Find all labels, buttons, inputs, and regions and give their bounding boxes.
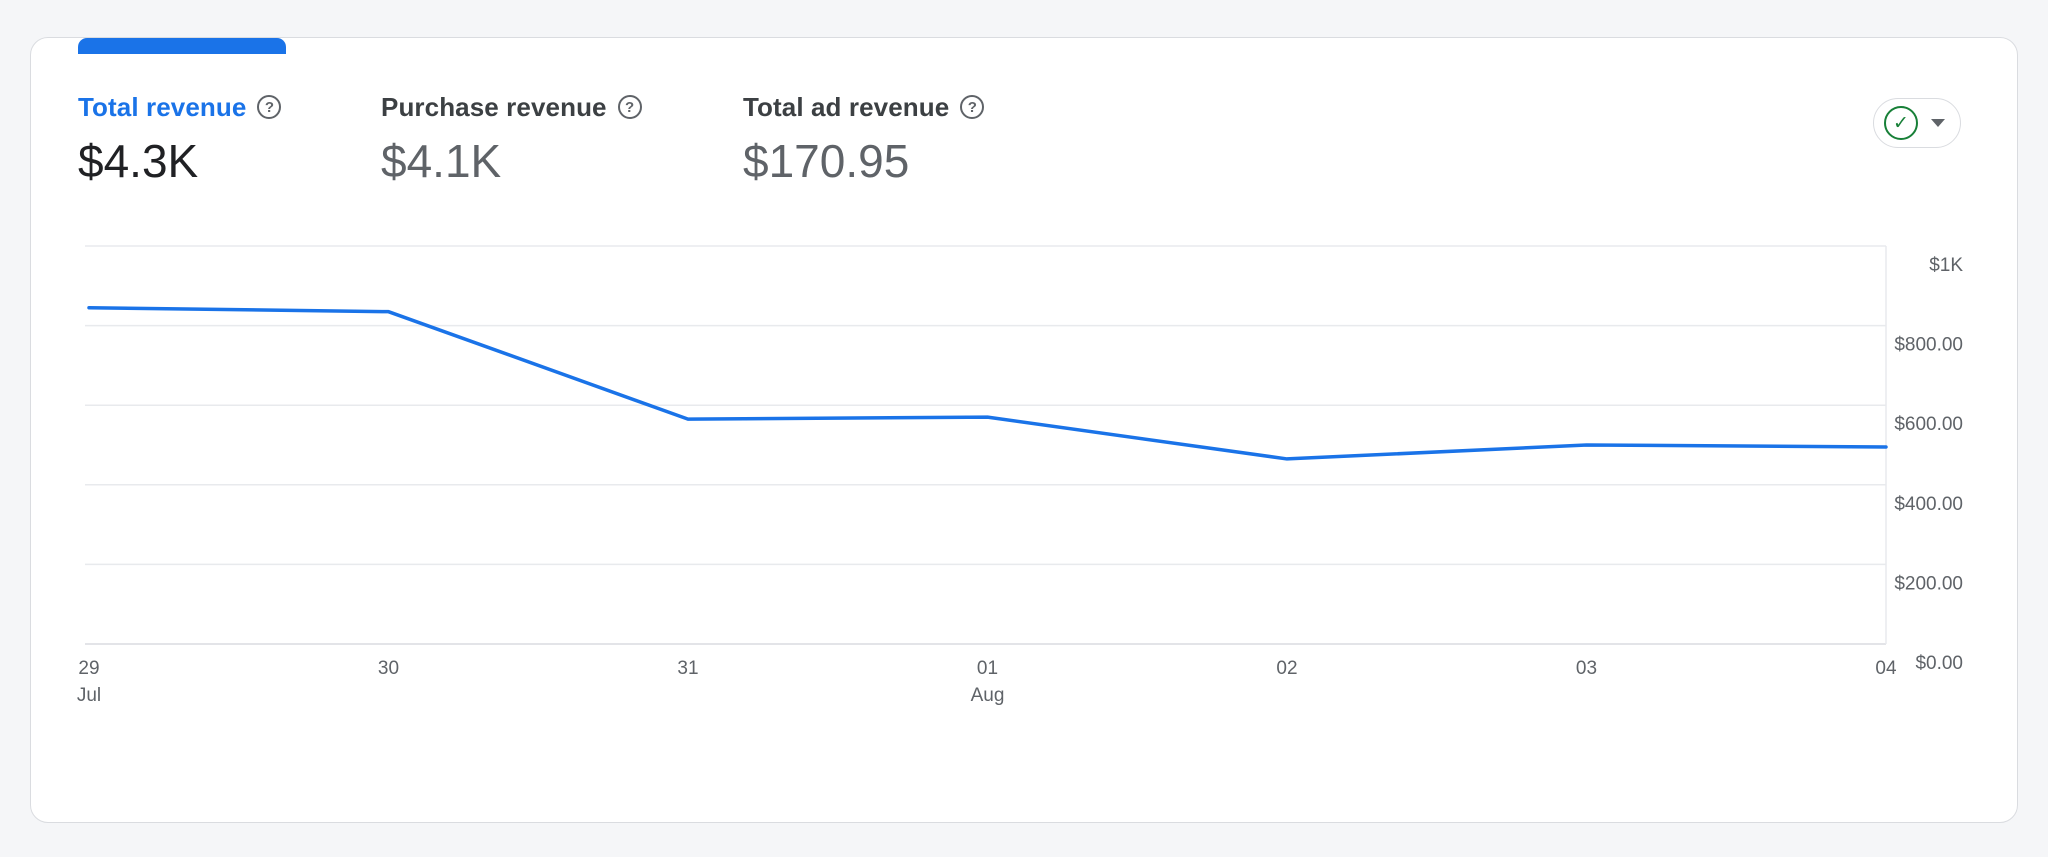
help-icon[interactable]: ?	[618, 95, 642, 119]
x-tick-label: 04	[1875, 658, 1897, 679]
metric-value: $170.95	[743, 136, 984, 186]
y-tick-label: $1K	[1929, 255, 1963, 276]
x-tick-label: 03	[1576, 658, 1597, 679]
data-quality-dropdown[interactable]: ✓	[1873, 98, 1961, 148]
x-tick-sublabel: Jul	[77, 685, 101, 706]
metric-tab-purchase-revenue[interactable]: Purchase revenue ? $4.1K	[381, 92, 642, 186]
help-icon[interactable]: ?	[960, 95, 984, 119]
revenue-chart-card: Total revenue ? $4.3K Purchase revenue ?…	[30, 37, 2018, 823]
x-tick-label: 02	[1276, 658, 1297, 679]
metric-label: Total ad revenue	[743, 92, 949, 122]
chevron-down-icon	[1931, 119, 1945, 127]
y-tick-label: $0.00	[1915, 653, 1963, 674]
check-circle-icon: ✓	[1884, 106, 1918, 140]
x-tick-label: 29	[78, 658, 99, 679]
revenue-line-series	[89, 308, 1886, 459]
y-tick-label: $800.00	[1894, 335, 1963, 356]
metric-tab-total-ad-revenue[interactable]: Total ad revenue ? $170.95	[743, 92, 984, 186]
y-tick-label: $400.00	[1894, 494, 1963, 515]
metric-value: $4.1K	[381, 136, 642, 186]
metric-label: Purchase revenue	[381, 92, 607, 122]
page: Total revenue ? $4.3K Purchase revenue ?…	[0, 0, 2048, 857]
x-tick-label: 01	[977, 658, 998, 679]
y-tick-label: $200.00	[1894, 573, 1963, 594]
metric-tab-total-revenue[interactable]: Total revenue ? $4.3K	[78, 92, 281, 186]
metric-value: $4.3K	[78, 136, 281, 186]
x-tick-label: 31	[677, 658, 698, 679]
metric-label: Total revenue	[78, 92, 246, 122]
metric-label-row: Total revenue ?	[78, 92, 281, 122]
chart-canvas: $1K $800.00 $600.00 $400.00 $200.00 $0.00 29 Ju…	[31, 38, 2019, 824]
metric-label-row: Purchase revenue ?	[381, 92, 642, 122]
x-tick-sublabel: Aug	[971, 685, 1005, 706]
active-metric-tab-indicator	[78, 38, 286, 54]
x-tick-label: 30	[378, 658, 399, 679]
y-tick-label: $600.00	[1894, 414, 1963, 435]
revenue-line-chart[interactable]: $1K $800.00 $600.00 $400.00 $200.00 $0.00 29 Ju…	[31, 38, 2017, 822]
help-icon[interactable]: ?	[257, 95, 281, 119]
metric-label-row: Total ad revenue ?	[743, 92, 984, 122]
